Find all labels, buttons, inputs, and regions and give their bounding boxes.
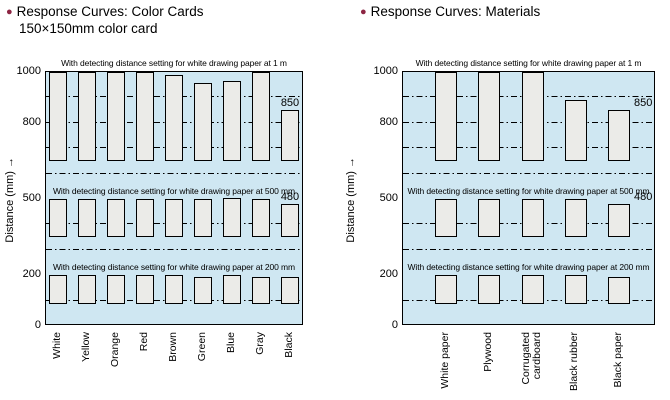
bar-200mm-yellow (78, 275, 96, 305)
band-separator-300 (46, 248, 302, 250)
response-curves-materials-y-tick-800: 800 (379, 115, 398, 128)
response-curves-materials-x-label-black-paper: Black paper (611, 332, 624, 388)
bar-200mm-white-paper (435, 275, 457, 305)
response-curves-materials-plot: With detecting distance setting for whit… (402, 58, 655, 325)
band-header-200mm: With detecting distance setting for whit… (407, 262, 650, 273)
bar-200mm-black-rubber (564, 275, 587, 305)
response-curves-materials-x-label-white-paper: White paper (438, 332, 451, 389)
bar-1000mm-brown (165, 74, 183, 161)
materials-title: Response Curves: Materials (370, 4, 541, 19)
response-curves-materials-y-tick-0: 0 (391, 319, 398, 331)
response-curves-color-cards-x-label-blue: Blue (224, 332, 237, 354)
band-header-1000mm: With detecting distance setting for whit… (415, 58, 642, 68)
band-header-1000mm: With detecting distance setting for whit… (61, 58, 287, 68)
response-curves-color-cards-x-label-green: Green (195, 332, 208, 362)
response-curves-color-cards-x-label-white: White (50, 332, 63, 359)
response-curves-materials-y-tick-1000: 1000 (373, 65, 398, 77)
bar-200mm-orange (107, 275, 125, 305)
bar-200mm-gray (252, 276, 270, 305)
bar-200mm-black-paper (608, 276, 630, 305)
response-curves-color-cards-y-axis-label: Distance (mm) → (4, 157, 16, 243)
bar-500mm-black (281, 204, 299, 238)
band-header-500mm: With detecting distance setting for whit… (52, 186, 296, 196)
bar-1000mm-black (281, 110, 299, 161)
bar-500mm-white-paper (435, 199, 457, 238)
bar-500mm-orange (107, 199, 125, 238)
bar-500mm-plywood (478, 199, 501, 238)
bar-value-label-850: 850 (280, 97, 300, 110)
response-curves-materials-y-axis-label: Distance (mm) → (345, 157, 357, 243)
color-cards-subtitle: 150×150mm color card (19, 21, 158, 36)
response-curves-color-cards-y-tick-500: 500 (22, 192, 41, 204)
response-curves-color-cards-x-label-yellow: Yellow (79, 332, 92, 362)
response-curves-color-cards-x-label-red: Red (137, 332, 150, 352)
bar-500mm-gray (252, 199, 270, 238)
response-curves-materials-x-label-black-rubber: Black rubber (568, 332, 581, 391)
bar-1000mm-black-rubber (564, 99, 587, 161)
bar-500mm-black-paper (608, 204, 630, 238)
bar-500mm-yellow (78, 199, 96, 238)
bar-500mm-corrugated-cardboard (521, 199, 544, 238)
response-curves-color-cards-y-tick-0: 0 (34, 319, 41, 331)
band-separator-600 (46, 172, 302, 174)
bar-500mm-green (194, 199, 212, 238)
response-curves-color-cards-x-label-gray: Gray (253, 332, 266, 355)
bar-1000mm-red (136, 72, 154, 161)
bar-1000mm-blue (223, 80, 241, 161)
bar-1000mm-yellow (78, 72, 96, 161)
response-curves-color-cards-y-tick-200: 200 (22, 268, 41, 281)
bar-500mm-blue (223, 197, 241, 238)
bar-200mm-blue (223, 275, 241, 305)
bar-200mm-green (194, 276, 212, 305)
bar-1000mm-plywood (478, 72, 501, 161)
band-separator-600 (403, 172, 654, 174)
bar-value-label-480: 480 (634, 191, 653, 204)
response-curves-color-cards-x-label-brown: Brown (166, 332, 179, 362)
color-cards-title: Response Curves: Color Cards (16, 4, 204, 19)
band-separator-300 (403, 248, 654, 250)
band-header-200mm: With detecting distance setting for whit… (52, 262, 296, 273)
bar-1000mm-orange (107, 72, 125, 161)
response-curves-materials-x-label-plywood: Plywood (481, 332, 494, 372)
bar-200mm-brown (165, 275, 183, 305)
color-cards-title-line: ● Response Curves: Color Cards (6, 4, 203, 19)
bar-value-label-850: 850 (634, 97, 653, 110)
bar-200mm-red (136, 275, 154, 305)
bar-500mm-black-rubber (564, 199, 587, 238)
response-curves-color-cards-y-tick-800: 800 (22, 115, 41, 128)
bar-200mm-black (281, 276, 299, 305)
color-cards-title-block: ● Response Curves: Color Cards 150×150mm … (6, 4, 203, 36)
materials-title-line: ● Response Curves: Materials (360, 4, 540, 19)
bar-500mm-brown (165, 199, 183, 238)
bar-1000mm-green (194, 83, 212, 161)
response-curves-color-cards-x-label-black: Black (282, 332, 295, 358)
bar-200mm-plywood (478, 275, 501, 305)
bar-500mm-red (136, 199, 154, 238)
band-header-500mm: With detecting distance setting for whit… (407, 186, 650, 196)
bullet-icon: ● (6, 6, 13, 18)
bar-1000mm-gray (252, 72, 270, 161)
response-curves-color-cards-plot: With detecting distance setting for whit… (45, 58, 303, 325)
materials-title-block: ● Response Curves: Materials (360, 4, 540, 21)
bar-200mm-corrugated-cardboard (521, 275, 544, 305)
response-curves-materials-y-tick-200: 200 (379, 268, 398, 281)
response-curves-materials-y-tick-500: 500 (379, 192, 398, 204)
response-curves-materials-x-label-corrugated-cardboard: Corrugated cardboard (519, 332, 543, 385)
bar-1000mm-white-paper (435, 72, 457, 161)
bar-value-label-480: 480 (280, 191, 300, 204)
bar-500mm-white (49, 199, 67, 238)
response-curves-color-cards-y-tick-1000: 1000 (16, 65, 41, 77)
response-curves-color-cards-x-label-orange: Orange (108, 332, 121, 368)
bullet-icon: ● (360, 6, 367, 18)
bar-1000mm-white (49, 72, 67, 161)
bar-200mm-white (49, 275, 67, 305)
bar-1000mm-corrugated-cardboard (521, 72, 544, 161)
bar-1000mm-black-paper (608, 110, 630, 161)
